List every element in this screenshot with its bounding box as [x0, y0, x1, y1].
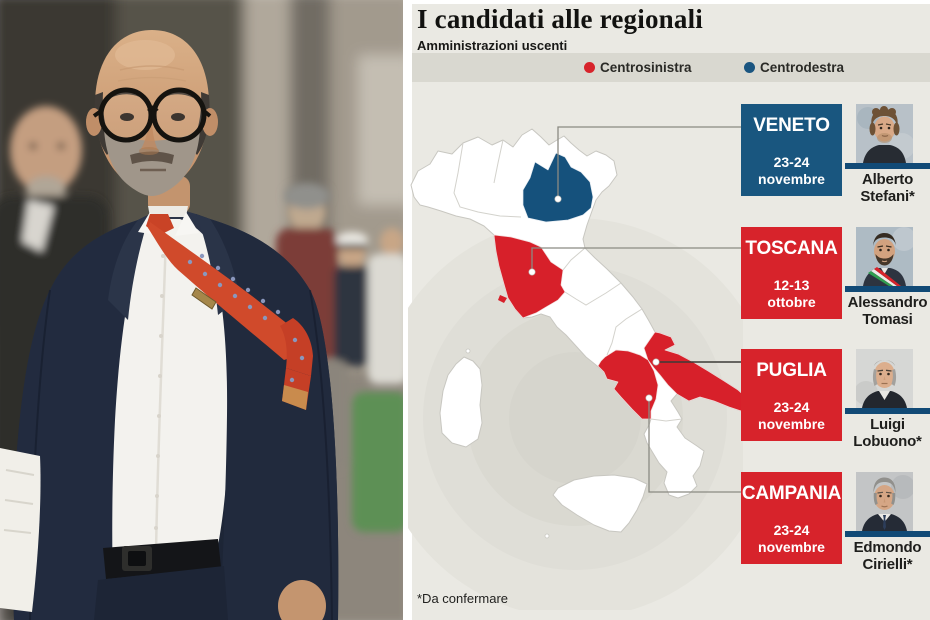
- candidate-first-name: Edmondo: [853, 539, 922, 556]
- region-date-line2: ottobre: [767, 293, 816, 310]
- region-date-line1: 12-13: [773, 276, 810, 293]
- region-row-toscana: TOSCANA 12-13 ottobre: [0, 227, 930, 329]
- candidate-photo-edmondo-cirielli: [856, 472, 913, 531]
- region-box-puglia: PUGLIA 23-24 novembre: [741, 349, 842, 441]
- hand: [278, 580, 326, 620]
- infographic-subtitle: Amministrazioni uscenti: [417, 38, 568, 53]
- photo-main-subject: [0, 30, 339, 620]
- map-marker-veneto: [554, 195, 562, 203]
- candidate-first-name: Alessandro: [847, 294, 928, 311]
- candidate-first-name: Alberto: [861, 171, 914, 188]
- candidate-first-name: Luigi: [870, 416, 905, 433]
- candidate-photo-underline: [845, 163, 930, 169]
- region-name: VENETO: [753, 115, 830, 136]
- candidate-last-name: Tomasi: [862, 310, 913, 328]
- region-date: 23-24 novembre: [758, 154, 825, 188]
- candidate-last-name: Cirielli*: [862, 555, 913, 573]
- candidate-last-name: Lobuono*: [853, 432, 922, 450]
- candidate-name: Edmondo Cirielli*: [839, 539, 930, 574]
- region-box-veneto: VENETO 23-24 novembre: [741, 104, 842, 196]
- trousers: [94, 566, 228, 620]
- map-marker-toscana: [528, 268, 536, 276]
- candidate-name: Luigi Lobuono*: [839, 416, 930, 451]
- legend-label-centrosinistra: Centrosinistra: [600, 60, 692, 75]
- legend-dot-centrosinistra: [584, 62, 595, 73]
- region-date: 23-24 novembre: [758, 522, 825, 556]
- map-connector-lines: [531, 126, 743, 493]
- candidate-photo-luigi-lobuono: [856, 349, 913, 408]
- italy-map: [408, 126, 743, 610]
- region-row-veneto: VENETO 23-24 novembre: [0, 104, 930, 206]
- map-marker-puglia: [652, 358, 660, 366]
- photo-face: [86, 30, 218, 196]
- candidate-last-name: Stefani*: [860, 187, 915, 205]
- map-internal-borders: [453, 139, 683, 422]
- region-date-line1: 23-24: [773, 153, 810, 170]
- region-date-line2: novembre: [758, 538, 825, 555]
- candidate-name: Alessandro Tomasi: [839, 294, 930, 329]
- street-photo: [0, 0, 403, 620]
- map-sardegna: [439, 356, 483, 448]
- region-date-line1: 23-24: [773, 521, 810, 538]
- region-name: CAMPANIA: [741, 483, 842, 504]
- candidate-photo-alessandro-tomasi: [856, 227, 913, 286]
- candidate-name: Alberto Stefani*: [839, 171, 930, 206]
- candidate-photo-underline: [845, 408, 930, 414]
- region-name: TOSCANA: [745, 238, 838, 259]
- region-row-puglia: PUGLIA 23-24 novembre: [0, 349, 930, 451]
- infographic-title: I candidati alle regionali: [417, 4, 703, 34]
- map-sicilia: [552, 474, 648, 533]
- glasses: [92, 87, 212, 143]
- region-date-line2: novembre: [758, 415, 825, 432]
- candidate-photo-underline: [845, 531, 930, 537]
- region-date-line1: 23-24: [773, 398, 810, 415]
- papers: [0, 448, 41, 612]
- footnote: *Da confermare: [417, 591, 509, 606]
- region-row-campania: CAMPANIA 23-24 novembre: [0, 472, 930, 574]
- legend-dot-centrodestra: [744, 62, 755, 73]
- map-region-toscana: [493, 234, 566, 319]
- map-region-campania: [597, 349, 659, 420]
- legend-band: [412, 53, 930, 82]
- region-box-campania: CAMPANIA 23-24 novembre: [741, 472, 842, 564]
- region-date-line2: novembre: [758, 170, 825, 187]
- tie: [146, 214, 313, 410]
- candidate-photo-alberto-stefani: [856, 104, 913, 163]
- panel-top-strip: [412, 0, 930, 4]
- region-date: 12-13 ottobre: [767, 277, 815, 311]
- candidate-photo-underline: [845, 286, 930, 292]
- region-name: PUGLIA: [756, 360, 827, 381]
- region-box-toscana: TOSCANA 12-13 ottobre: [741, 227, 842, 319]
- map-marker-campania: [645, 394, 653, 402]
- tricolor-sash: [868, 267, 901, 286]
- region-date: 23-24 novembre: [758, 399, 825, 433]
- tie-clip: [191, 287, 217, 310]
- legend-label-centrodestra: Centrodestra: [760, 60, 845, 75]
